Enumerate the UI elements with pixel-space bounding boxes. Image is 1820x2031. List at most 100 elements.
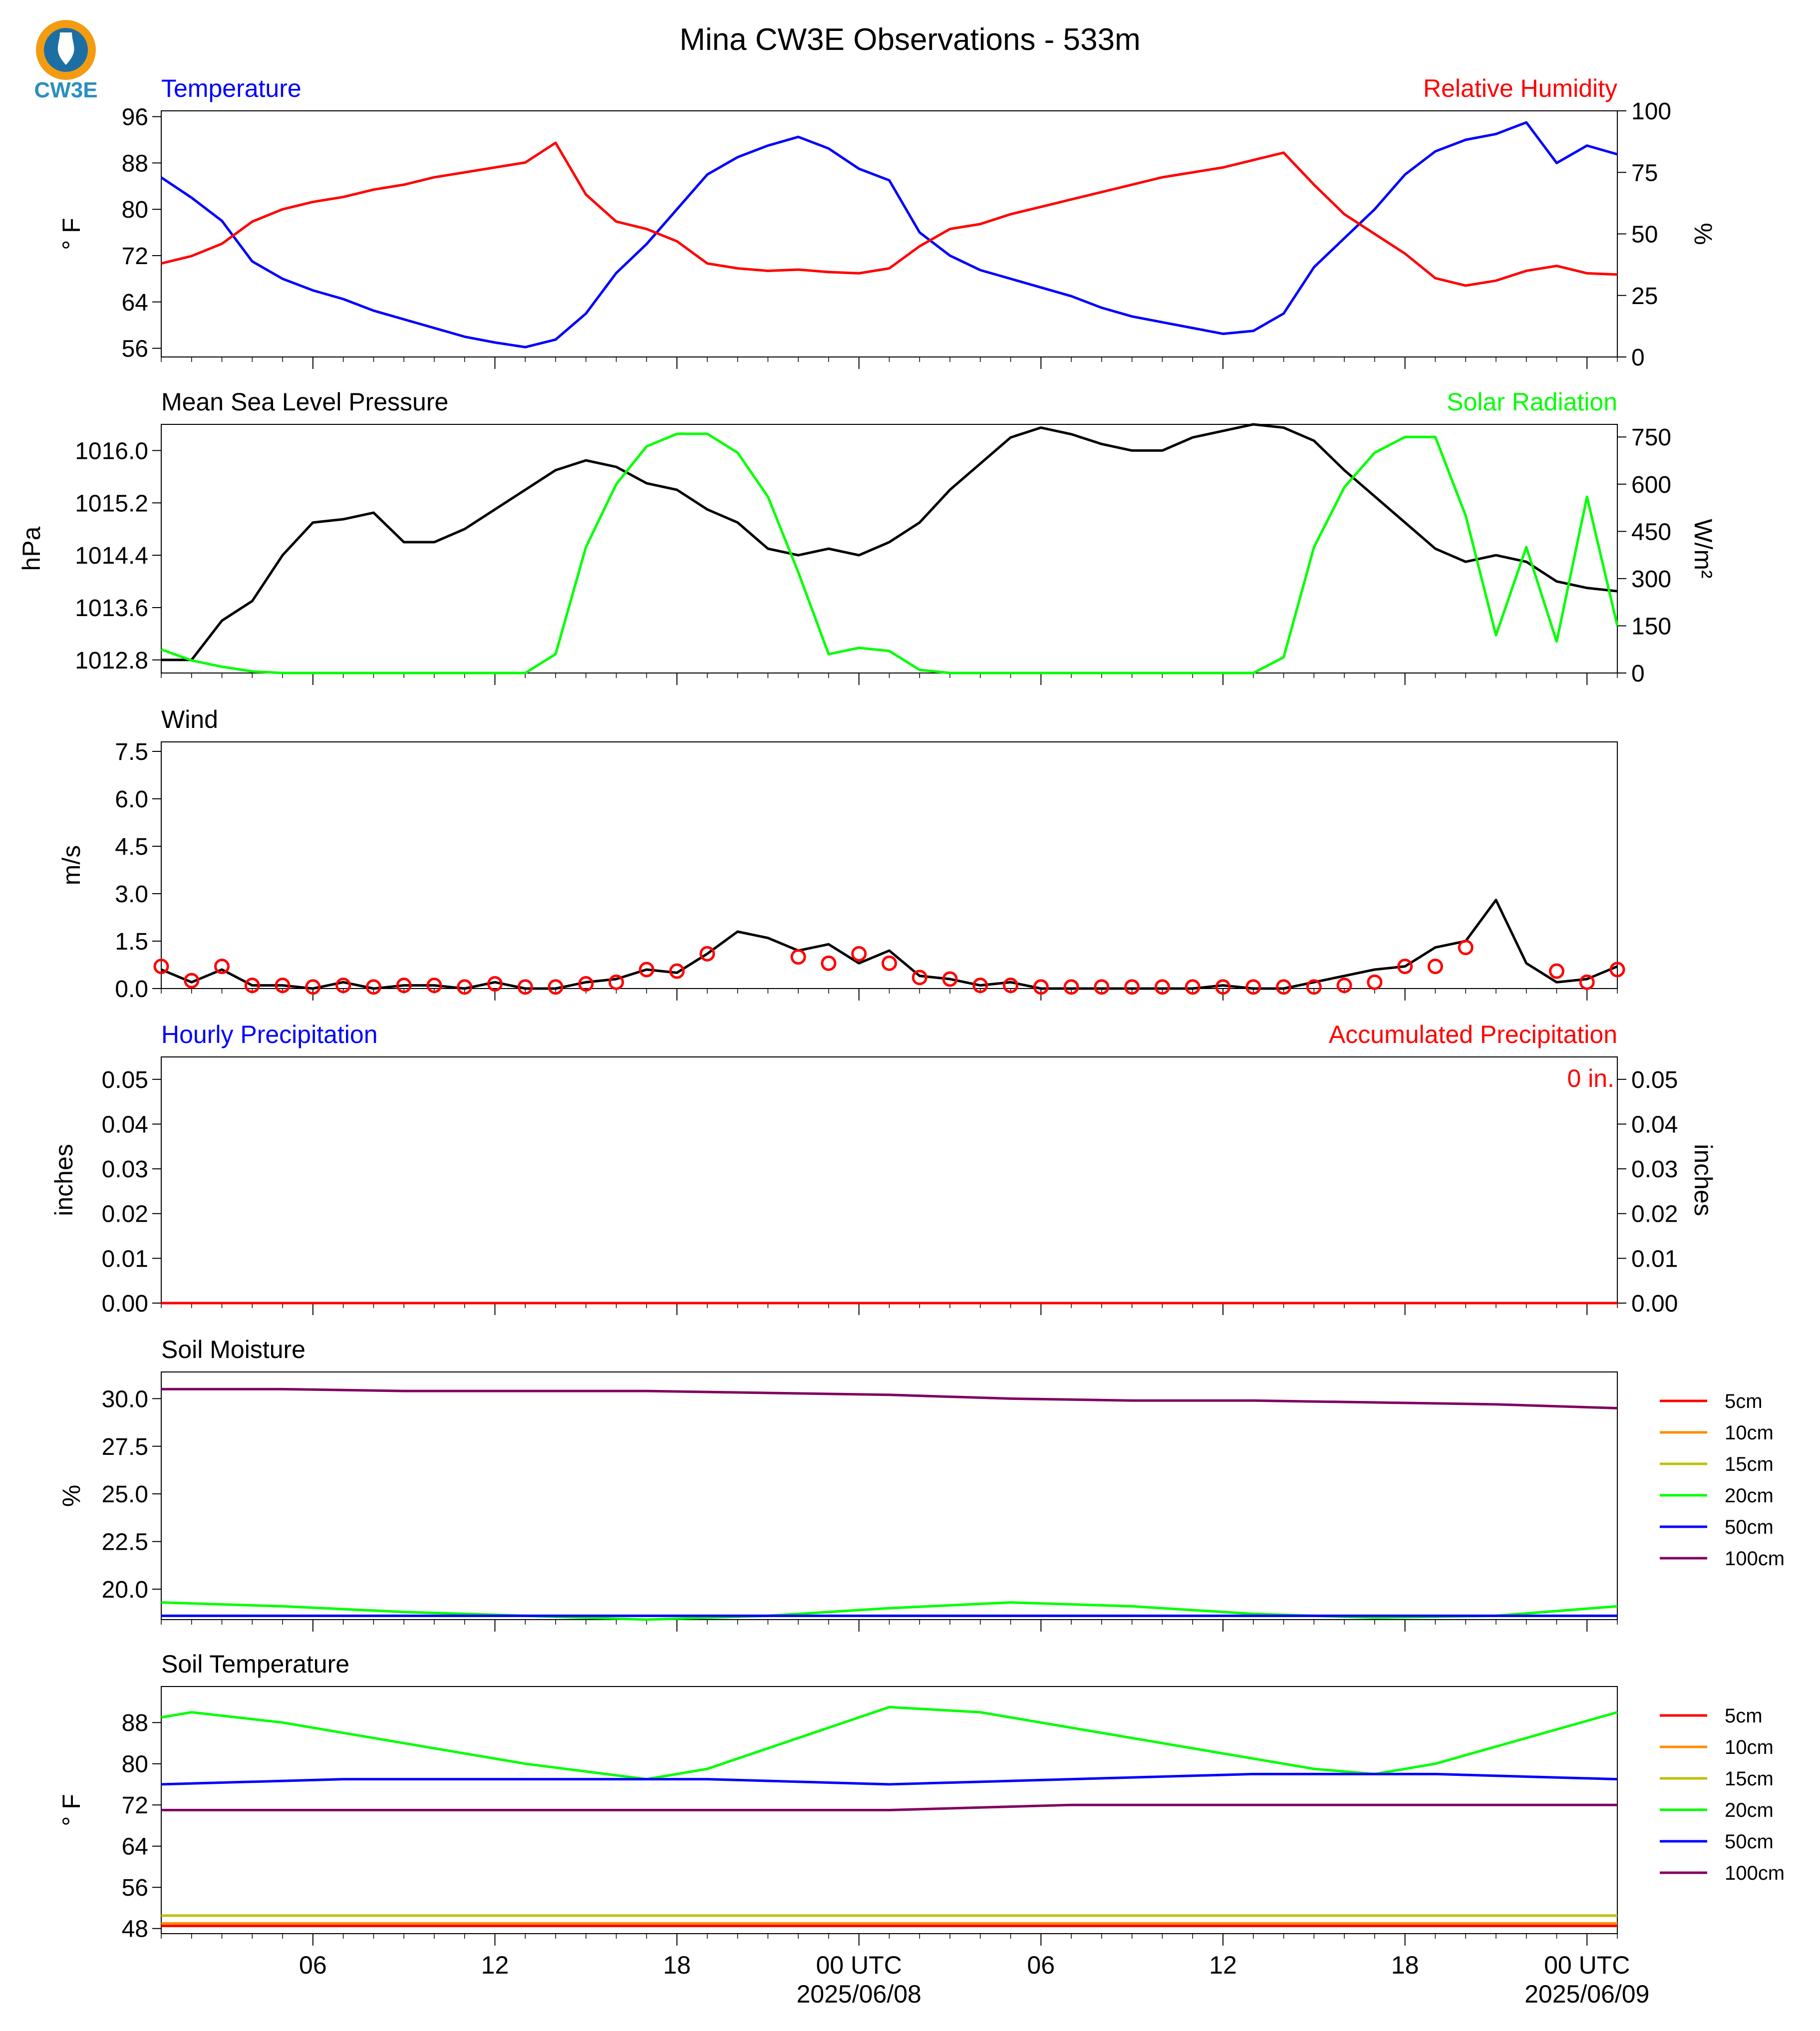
y-tick-label-right: 0.02	[1631, 1201, 1678, 1228]
y-tick-label-right: 0	[1631, 344, 1645, 371]
y-tick-label: 56	[122, 336, 148, 362]
y-tick-label: 88	[122, 1710, 148, 1736]
y-tick-label-right: 0.04	[1631, 1111, 1678, 1138]
series-line-1	[161, 899, 1618, 990]
y-tick-label: 30.0	[102, 1386, 148, 1412]
panel-4: Hourly Precipitation Accumulated Precipit…	[50, 1020, 1717, 1317]
panel-title-left: Hourly Precipitation	[161, 1020, 378, 1048]
panel-title-right: Relative Humidity	[1423, 74, 1617, 102]
wind-gust-marker	[1094, 979, 1110, 995]
y-tick-label: 20.0	[102, 1577, 148, 1603]
y-tick-label: 1016.0	[75, 438, 148, 464]
legend-label: 10cm	[1725, 1736, 1774, 1758]
panel-title-left: Wind	[161, 705, 218, 733]
y-tick-label: 6.0	[115, 786, 148, 813]
wind-gust-marker	[517, 979, 533, 995]
legend-label: 100cm	[1725, 1862, 1785, 1884]
wind-gust-marker	[790, 949, 806, 965]
y-axis-label: %	[57, 1485, 85, 1507]
y-tick-label: 64	[122, 1834, 148, 1860]
y-axis-label-right: W/m²	[1689, 519, 1717, 578]
y-tick-label-right: 0	[1631, 661, 1645, 687]
panels: Temperature Relative Humidity 56 64 72 80 88 96…	[17, 74, 1785, 2008]
wind-gust-marker	[1548, 963, 1564, 979]
y-tick-label: 96	[122, 104, 148, 131]
panel-frame	[161, 1056, 1618, 1304]
logo-drop-icon	[57, 32, 74, 65]
y-tick-label: 88	[122, 150, 148, 177]
y-tick-label: 64	[122, 290, 148, 316]
panel-title-left: Soil Temperature	[161, 1650, 349, 1678]
wind-gust-marker	[1458, 940, 1474, 956]
cw3e-logo: CW3E	[34, 20, 98, 102]
wind-gust-marker	[1185, 979, 1201, 995]
y-tick-label-right: 0.01	[1631, 1246, 1678, 1272]
wind-gust-marker	[638, 962, 654, 978]
panel-frame	[161, 110, 1618, 357]
wind-gust-marker	[548, 979, 564, 995]
y-axis-label-right: %	[1689, 223, 1717, 245]
x-tick-label: 00 UTC	[816, 1951, 902, 1979]
y-tick-label: 7.5	[115, 739, 148, 765]
logo-text: CW3E	[34, 78, 97, 102]
y-tick-label: 0.00	[102, 1291, 148, 1317]
wind-gust-marker	[1397, 959, 1413, 975]
wind-gust-marker	[214, 959, 230, 975]
precip-total-label: 0 in.	[1567, 1064, 1614, 1092]
wind-gust-marker	[1579, 974, 1595, 990]
legend-label: 50cm	[1725, 1831, 1774, 1853]
y-tick-label-right: 0.05	[1631, 1067, 1678, 1093]
legend-label: 50cm	[1725, 1516, 1774, 1538]
series-line-1	[160, 121, 1618, 348]
wind-gust-marker	[972, 978, 988, 994]
wind-gust-marker	[396, 978, 412, 994]
wind-gust-marker	[851, 946, 867, 962]
y-tick-label: 3.0	[115, 881, 148, 908]
wind-gust-marker	[1215, 979, 1231, 995]
wind-gust-marker	[1063, 979, 1079, 995]
x-tick-label: 12	[1209, 1951, 1237, 1979]
y-axis-label: ° F	[57, 1794, 85, 1826]
wind-gust-marker	[1427, 959, 1443, 975]
series-line-3	[161, 1803, 1617, 1811]
y-tick-label-right: 750	[1631, 424, 1671, 451]
x-date-label: 2025/06/09	[1524, 1980, 1649, 2008]
y-axis-label: ° F	[57, 218, 85, 250]
wind-gust-marker	[153, 959, 169, 975]
wind-gust-marker	[335, 978, 351, 994]
wind-gust-marker	[365, 979, 381, 995]
wind-gust-marker	[1276, 979, 1292, 995]
y-tick-label: 1013.6	[75, 595, 148, 622]
wind-gust-marker	[184, 973, 200, 989]
panel-title-right: Solar Radiation	[1447, 388, 1617, 416]
wind-gust-marker	[1609, 962, 1625, 978]
y-axis-label: hPa	[17, 526, 45, 571]
series-line-1	[161, 1705, 1618, 1781]
legend-label: 10cm	[1725, 1422, 1774, 1444]
y-tick-label-right: 150	[1631, 613, 1671, 640]
y-axis-label: inches	[50, 1144, 78, 1216]
y-tick-label-right: 100	[1631, 98, 1671, 125]
panel-frame	[161, 1371, 1618, 1620]
legend-label: 15cm	[1725, 1453, 1774, 1475]
x-tick-label: 12	[481, 1951, 509, 1979]
y-tick-label: 0.0	[115, 976, 148, 1003]
wind-gust-marker	[244, 978, 260, 994]
x-tick-label: 06	[1027, 1951, 1055, 1979]
y-tick-label: 80	[122, 1751, 148, 1778]
x-tick-label: 18	[663, 1951, 691, 1979]
wind-gust-marker	[1033, 979, 1049, 995]
y-tick-label: 72	[122, 1792, 148, 1819]
panel-frame	[161, 424, 1618, 674]
wind-gust-marker	[1367, 974, 1383, 990]
legend-label: 5cm	[1725, 1390, 1763, 1412]
series-line-2	[161, 141, 1618, 287]
y-tick-label-right: 450	[1631, 519, 1671, 545]
wind-gust-marker	[942, 971, 958, 987]
series-line-2	[161, 1601, 1618, 1621]
x-date-label: 2025/06/08	[797, 1980, 921, 2008]
legend-label: 20cm	[1725, 1799, 1774, 1821]
x-tick-label: 18	[1391, 1951, 1419, 1979]
wind-gust-marker	[487, 976, 503, 992]
